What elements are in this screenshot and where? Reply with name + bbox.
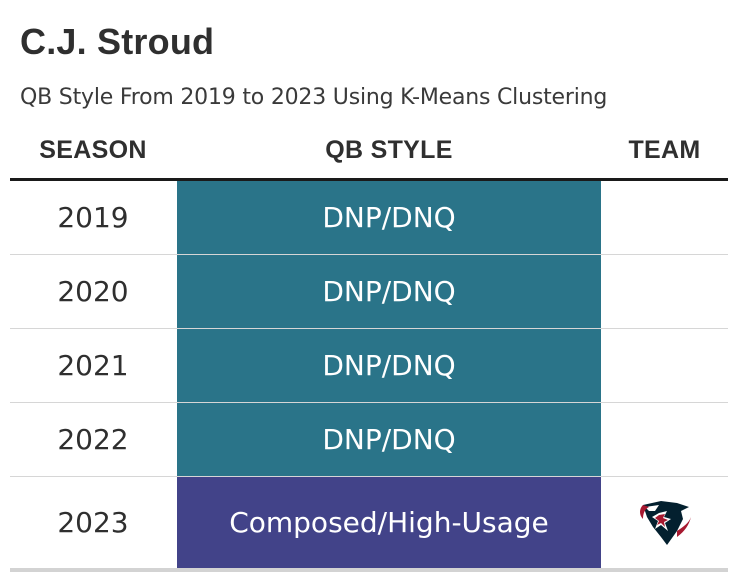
season-cell: 2020 (57, 275, 129, 308)
table-row: 2021 DNP/DNQ (10, 329, 728, 402)
row-divider (10, 402, 728, 403)
team-cell (601, 403, 728, 476)
column-header-season: SEASON (39, 136, 147, 164)
table-row: 2019 DNP/DNQ (10, 181, 728, 254)
table-row: 2022 DNP/DNQ (10, 403, 728, 476)
row-divider (10, 328, 728, 329)
qb-style-cell: DNP/DNQ (177, 181, 601, 254)
houston-texans-logo-icon (639, 500, 691, 545)
season-cell: 2023 (57, 506, 129, 539)
qb-style-cell: DNP/DNQ (177, 403, 601, 476)
season-cell: 2019 (57, 201, 129, 234)
team-cell (601, 329, 728, 402)
header-rule (10, 178, 728, 181)
chart-subtitle: QB Style From 2019 to 2023 Using K-Means… (20, 85, 608, 110)
team-cell (601, 255, 728, 328)
chart-title: C.J. Stroud (20, 21, 215, 62)
column-header-qb-style: QB STYLE (325, 136, 453, 164)
qb-style-cell: DNP/DNQ (177, 255, 601, 328)
season-cell: 2022 (57, 423, 129, 456)
qb-style-cell: Composed/High-Usage (177, 477, 601, 568)
season-cell: 2021 (57, 349, 129, 382)
column-header-team: TEAM (628, 136, 701, 164)
table-row: 2020 DNP/DNQ (10, 255, 728, 328)
table-row: 2023 Composed/High-Usage (10, 477, 728, 568)
row-divider (10, 476, 728, 477)
team-cell (601, 181, 728, 254)
team-cell (601, 477, 728, 568)
qb-style-cell: DNP/DNQ (177, 329, 601, 402)
row-divider (10, 254, 728, 255)
table-bottom-rule (10, 568, 728, 572)
